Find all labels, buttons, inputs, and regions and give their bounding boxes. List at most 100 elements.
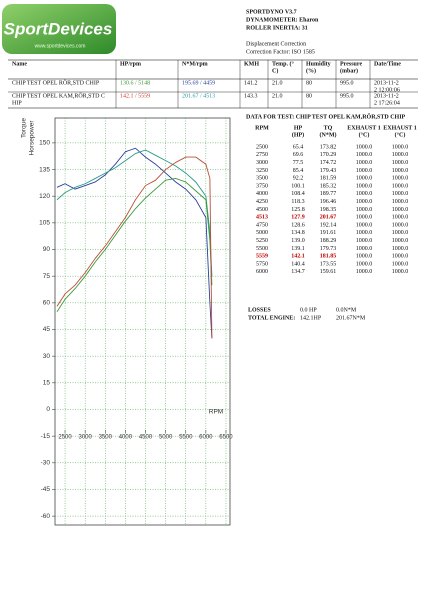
column-header: Pressure [340,61,362,67]
table-cell: 127.9 [291,215,305,221]
table-cell: 1000.0 [392,246,409,252]
table-cell: 1000.0 [392,269,409,275]
table-cell: 1000.0 [356,191,373,197]
series-line [56,177,213,312]
x-tick-label: 5500 [179,435,193,441]
y-tick-label: 15 [43,380,51,387]
table-cell: 1000.0 [392,254,409,260]
losses-cell: LOSSES [248,307,271,313]
column-header: (%) [306,67,316,74]
table-cell: 130.6 / 5148 [120,80,150,86]
table-cell: 159.61 [320,269,337,275]
table-cell: 2 17:26:04 [374,100,400,106]
table-cell: 1000.0 [392,238,409,244]
x-tick-label: 6000 [199,435,213,441]
series-line [56,149,213,277]
header-line: DYNAMOMETER: Eharon [246,17,319,23]
column-header: (HP) [292,131,304,138]
column-header: TQ [324,125,333,131]
table-cell: 1000.0 [356,215,373,221]
table-cell: 1000.0 [392,152,409,158]
table-cell: 142.1 / 5559 [120,93,150,99]
y-tick-label: 120 [39,193,50,200]
table-cell: 21.0 [272,93,283,99]
table-cell: 139.0 [291,238,305,244]
table-cell: 4500 [256,207,268,213]
table-cell: 1000.0 [392,230,409,236]
column-header: Date/Time [374,61,401,67]
table-cell: 174.72 [320,160,337,166]
y-tick-label: 30 [43,353,51,360]
x-tick-label: 4000 [119,435,133,441]
table-cell: 5250 [256,238,268,244]
header-line: ROLLER INERTIA: 31 [246,25,308,31]
table-cell: 181.85 [320,254,337,260]
table-cell: 191.61 [320,230,337,236]
table-cell: 179.43 [320,168,337,174]
table-cell: HIP [12,100,22,106]
table-cell: 21.0 [272,80,283,86]
chart: 1501351201059075604530150-15-30-45-60250… [21,117,233,526]
table-cell: 181.59 [320,176,337,182]
losses-cell: 201.67N*M [336,315,366,321]
logo-text: SportDevices [4,19,113,38]
table-cell: 125.8 [291,207,305,213]
table-cell: 5750 [256,261,268,267]
table-cell: 118.3 [291,199,304,205]
table-cell: 195.69 / 4459 [182,80,215,86]
table-cell: 65.4 [293,144,304,150]
column-header: Temp. (° [272,60,294,67]
y-tick-label: 45 [43,326,51,333]
table-cell: 1000.0 [392,199,409,205]
table-cell: 69.6 [293,152,304,158]
table-cell: 2013-11-2 [374,93,399,99]
series-line [56,147,213,339]
logo: SportDevices www.sportdevices.com [2,4,116,54]
x-tick-label: 3000 [78,435,92,441]
table-cell: 4000 [256,191,268,197]
table-cell: 1000.0 [392,176,409,182]
column-header: HP [294,125,303,131]
table-cell: 198.35 [320,207,337,213]
losses-cell: 0.0 HP [300,307,317,313]
header-line: Displacement Correction [246,41,306,47]
table-cell: 1000.0 [356,254,373,260]
x-tick-label: 2500 [58,435,72,441]
losses-cell: TOTAL ENGINE: [248,315,295,321]
table-cell: 1000.0 [356,207,373,213]
table-cell: 80 [306,80,312,86]
table-cell: 143.3 [244,93,258,99]
table-cell: 4250 [256,199,268,205]
y-tick-label: 135 [39,166,50,173]
table-cell: 1000.0 [392,183,409,189]
table-cell: 1000.0 [356,269,373,275]
y-tick-label: 90 [43,246,51,253]
table-cell: 1000.0 [356,176,373,182]
table-cell: 2 12:00:06 [374,87,400,93]
table-cell: 192.14 [320,222,337,228]
table-cell: 4513 [256,215,268,221]
table-cell: 1000.0 [356,199,373,205]
table-cell: 108.4 [291,191,305,197]
table-cell: 179.73 [320,246,337,252]
table-cell: 170.29 [320,152,337,158]
x-tick-label: 4500 [139,435,153,441]
table-cell: 1000.0 [356,246,373,252]
table-cell: 1000.0 [392,207,409,213]
column-header: (°C) [359,131,370,138]
table-cell: 80 [306,93,312,99]
table-cell: 92.2 [293,176,304,182]
y-tick-label: -60 [41,513,51,520]
column-header: EXHAUST 1 [347,125,380,131]
table-cell: 201.67 [320,215,337,221]
table-cell: 2750 [256,152,268,158]
y-tick-label: -30 [41,460,51,467]
column-header: EXHAUST 1 [383,125,416,131]
table-cell: 1000.0 [356,144,373,150]
header-line: SPORTDYNO V3.7 [246,9,297,15]
table-cell: 201.67 / 4513 [182,93,215,99]
header-line: Correction Factor: ISO 1585 [246,49,315,55]
table-cell: 1000.0 [356,152,373,158]
table-cell: 3750 [256,183,268,189]
